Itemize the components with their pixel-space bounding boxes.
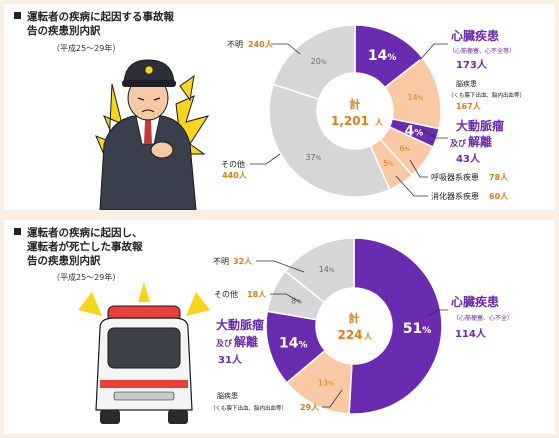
panel2-heart-sub: （心筋梗塞、心不全）	[453, 314, 513, 322]
pie-pct-label-0: 14%	[368, 48, 397, 64]
panel1-resp-count: 78人	[489, 172, 509, 182]
panel2-heart-count: 114人	[455, 327, 487, 340]
panel1-digest-name: 消化器系疾患	[431, 191, 479, 201]
panel1-resp-name: 呼吸器系疾患	[431, 172, 479, 182]
panel2-chart	[78, 282, 210, 424]
panel1-other-count: 440人	[222, 170, 248, 180]
panel2-brain-sub: （くも膜下出血、脳内出血等）	[210, 404, 287, 412]
panel1-brain-sub: （くも膜下出血、脳内出血等）	[448, 91, 525, 99]
pie-pct-label-6: 20%	[311, 57, 327, 66]
panel1-heart-title: 心臓疾患	[451, 28, 499, 43]
panel2-aorta-count: 31人	[218, 353, 243, 366]
pie-slice-6	[272, 24, 356, 101]
panel1-aorta-count: 43人	[456, 152, 481, 165]
panel2-unknown-leader	[256, 260, 305, 273]
pie-pct-label-1: 13%	[318, 378, 334, 387]
panel2-labels: 51%13%14%8%14% 計 224 人 不明 32人 その他 18人 大動…	[210, 237, 513, 415]
panel2-unknown-count: 32人	[233, 256, 253, 266]
pie-slice-4	[284, 237, 355, 304]
bullet-square-icon	[14, 228, 21, 235]
pie-slice-0	[348, 237, 443, 415]
panel-fatal-accidents-by-disease: 運転者の疾病に起因し、 運転者が死亡した事故報 告の疾患別内訳 （平成25～29…	[4, 220, 555, 434]
panel1-chart	[95, 59, 210, 210]
panel2-other-name: その他	[214, 289, 238, 299]
panel1-unknown-name: 不明	[227, 40, 243, 49]
panel1-aorta-title1: 大動脈瘤	[456, 118, 504, 133]
panel1-heading: 運転者の疾病に起因する事故報 告の疾患別内訳	[14, 10, 174, 38]
panel-accidents-by-disease: 運転者の疾病に起因する事故報 告の疾患別内訳 （平成25～29年）	[4, 4, 555, 210]
panel2-heading-line3: 告の疾患別内訳	[27, 255, 101, 267]
panel1-unknown-count: 240人	[248, 39, 274, 49]
panel1-heart-count: 173人	[456, 58, 488, 71]
panel2-heading-line1: 運転者の疾病に起因し、	[27, 227, 143, 239]
panel2-brain-title: 脳疾患	[217, 391, 238, 400]
panel2-heart-leader	[427, 309, 448, 317]
panel2-heart-title: 心臓疾患	[451, 294, 499, 309]
pie-pct-label-4: 5%	[383, 159, 394, 168]
pie-pct-label-0: 51%	[403, 321, 432, 337]
driver-illustration	[95, 59, 210, 210]
panel2-total-value: 224	[337, 328, 362, 342]
panel2-heading: 運転者の疾病に起因し、 運転者が死亡した事故報 告の疾患別内訳	[14, 226, 143, 268]
panel2-total-label: 計	[349, 311, 360, 325]
panel1-pie	[268, 24, 442, 198]
panel1-heart-sub: （心筋梗塞、心不全等）	[449, 47, 515, 55]
panel1-labels: 14% 14% 4% 6% 5% 37% 20% 計 1,201 人 不明 240人 その他…	[221, 24, 525, 201]
pie-pct-label-3: 6%	[399, 144, 410, 153]
panel2-period: （平成25～29年）	[52, 273, 121, 282]
panel1-digest-count: 60人	[489, 191, 509, 201]
panel1-aorta-title2: 解離	[468, 134, 492, 149]
panel1-heading-line2: 告の疾患別内訳	[27, 25, 101, 37]
panel1-total-unit: 人	[375, 117, 384, 127]
panel2-aorta-title1: 大動脈瘤	[216, 317, 264, 332]
panel2-aorta-title2: 解離	[234, 334, 258, 349]
panel1-brain-count: 167人	[456, 101, 482, 111]
pie-pct-label-4: 14%	[319, 265, 335, 274]
panel2-aorta-prefix: 及び	[216, 338, 232, 348]
panel1-total-value: 1,201	[331, 114, 369, 128]
panel1-aorta-prefix: 及び	[450, 138, 466, 148]
pie-pct-label-2: 14%	[279, 336, 308, 352]
panel2-other-count: 18人	[247, 289, 267, 299]
panel2-pie	[265, 237, 443, 415]
panel2-pie-pct-labels: 51%13%14%8%14%	[279, 265, 431, 387]
panel1-brain-title: 脳疾患	[456, 79, 477, 88]
panel2-heading-line2: 運転者が死亡した事故報	[27, 241, 143, 253]
panel2-brain-leader	[322, 389, 343, 408]
panel1-heading-line1: 運転者の疾病に起因する事故報	[27, 11, 174, 23]
panel1-other-name: その他	[221, 159, 245, 169]
panel1-period: （平成25～29年）	[52, 44, 121, 53]
panel2-total-unit: 人	[364, 331, 373, 341]
pie-pct-label-2: 4%	[404, 124, 423, 140]
panel1-resp-leader	[409, 159, 428, 178]
bullet-square-icon	[14, 12, 21, 19]
panel2-brain-count: 29人	[300, 402, 320, 412]
ambulance-illustration	[78, 282, 210, 424]
panel1-digest-leader	[395, 175, 428, 197]
panel1-pie-pct-labels: 14% 14% 4% 6% 5% 37% 20%	[305, 48, 423, 168]
panel2-other-leader	[270, 293, 301, 303]
panel1-heart-leader	[419, 43, 448, 61]
panel1-unknown-leader	[271, 43, 301, 55]
pie-pct-label-1: 14%	[407, 93, 423, 102]
panel2-unknown-name: 不明	[213, 257, 229, 266]
panel1-other-leader	[250, 153, 281, 165]
pie-pct-label-5: 37%	[305, 153, 321, 162]
panel1-aorta-leader	[421, 129, 448, 139]
pie-slice-5	[268, 83, 391, 198]
panel1-total-label: 計	[350, 97, 361, 111]
